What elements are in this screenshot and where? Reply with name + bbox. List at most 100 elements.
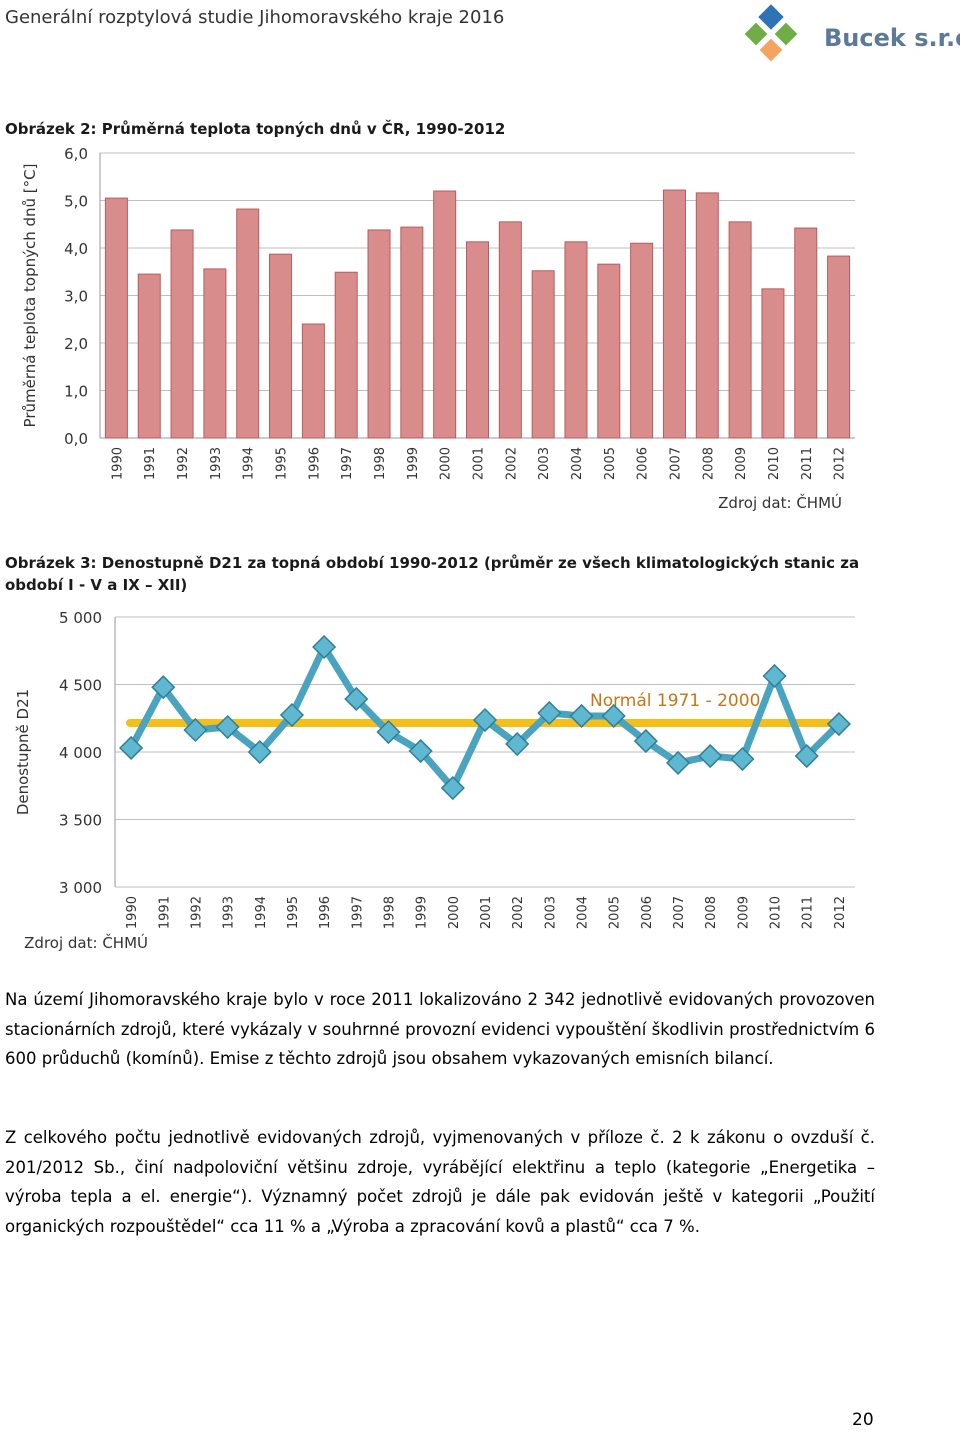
bar [761, 288, 785, 439]
y-tick-label: 1,0 [64, 383, 88, 401]
bar [728, 221, 752, 439]
marker [665, 750, 691, 775]
marker [215, 714, 240, 740]
marker [826, 711, 851, 737]
bar [794, 227, 818, 439]
marker [247, 739, 272, 765]
paragraph: Z celkového počtu jednotlivě evidovaných… [5, 1128, 875, 1236]
x-tick-label: 1997 [340, 447, 355, 480]
source-note: Zdroj dat: ČHMÚ [718, 493, 842, 512]
bar [269, 253, 293, 439]
x-tick-label: 1999 [406, 447, 421, 480]
y-tick-label: 5 000 [59, 609, 102, 627]
reference-label: Normál 1971 - 2000 [590, 691, 760, 711]
y-tick-label: 0,0 [64, 430, 88, 448]
paragraph: Na území Jihomoravského kraje bylo v roc… [5, 990, 875, 1068]
bar [466, 241, 489, 439]
x-tick-label: 2008 [701, 447, 716, 480]
marker [279, 702, 305, 728]
y-tick-label: 2,0 [64, 335, 88, 353]
source-note: Zdroj dat: ČHMÚ [24, 933, 148, 952]
x-tick-label: 2005 [608, 896, 623, 929]
x-tick-label: 1990 [125, 896, 140, 929]
x-tick-label: 1992 [176, 447, 191, 480]
x-tick-label: 2003 [537, 447, 552, 480]
bar [367, 229, 391, 439]
marker [408, 738, 433, 764]
x-tick-label: 2012 [833, 896, 848, 929]
y-tick-label: 5,0 [64, 193, 88, 211]
y-tick-label: 3 000 [59, 879, 102, 897]
page-number: 20 [852, 1410, 874, 1430]
bar [564, 241, 588, 439]
x-tick-label: 2001 [479, 896, 494, 929]
logo-shape [759, 38, 783, 62]
x-tick-label: 1990 [110, 447, 125, 480]
x-tick-label: 1991 [157, 896, 172, 929]
marker [730, 746, 755, 772]
marker [569, 703, 594, 729]
x-tick-label: 2011 [801, 896, 816, 929]
x-tick-label: 1994 [254, 896, 269, 929]
marker [505, 731, 530, 757]
y-tick-label: 4,0 [64, 240, 88, 258]
marker [119, 735, 144, 761]
marker [762, 663, 787, 689]
line-chart: 3 000 3 500 4 000 4 500 5 000 Denostupně D21 Z… [14, 609, 855, 952]
bar-chart: 0,0 1,0 2,0 3,0 4,0 5,0 6,0 Průměrná teplota to… [21, 145, 855, 512]
x-tick-label: 1998 [382, 896, 397, 929]
marker [151, 675, 176, 700]
bar [827, 255, 851, 439]
marker [537, 700, 562, 726]
x-tick-label: 2009 [734, 447, 749, 480]
x-tick-label: 2004 [576, 896, 591, 929]
y-axis-label: Průměrná teplota topných dnů [°C] [21, 164, 39, 428]
x-tick-label: 2010 [769, 896, 784, 929]
x-tick-label: 2010 [767, 447, 782, 480]
bar [236, 208, 260, 439]
y-tick-label: 4 500 [59, 677, 102, 695]
marker [376, 719, 401, 745]
bar [137, 273, 161, 439]
x-tick-label: 2007 [668, 447, 683, 480]
bar [662, 189, 686, 439]
y-tick-label: 3 500 [59, 812, 102, 830]
x-tick-label: 2006 [636, 447, 651, 480]
x-tick-label: 2001 [472, 447, 487, 480]
bar [301, 323, 325, 439]
figure-caption: Obrázek 2: Průměrná teplota topných dnů … [5, 120, 506, 138]
x-tick-label: 2007 [672, 896, 687, 929]
x-tick-label: 2009 [736, 896, 751, 929]
marker [472, 707, 498, 733]
x-tick-label: 1992 [189, 896, 204, 929]
bar [400, 226, 424, 439]
x-tick-label: 2004 [570, 447, 585, 480]
x-tick-label: 2000 [439, 447, 454, 480]
x-tick-label: 2006 [640, 896, 655, 929]
marker [601, 703, 626, 729]
marker [633, 729, 658, 754]
bar [433, 190, 457, 439]
y-axis-label: Denostupně D21 [14, 689, 32, 815]
logo: Bucek s.r.o. [744, 4, 960, 62]
x-tick-label: 1994 [242, 447, 257, 480]
header-title: Generální rozptylová studie Jihomoravské… [5, 7, 505, 28]
bar [695, 192, 719, 439]
x-tick-label: 1993 [209, 447, 224, 480]
x-tick-label: 1996 [318, 896, 333, 929]
x-tick-label: 2002 [504, 447, 519, 480]
marker [794, 743, 819, 769]
x-tick-label: 2012 [833, 447, 848, 480]
y-tick-label: 3,0 [64, 288, 88, 306]
x-tick-label: 1995 [275, 447, 290, 480]
x-tick-label: 1995 [286, 896, 301, 929]
marker [183, 717, 208, 743]
figure-caption: Obrázek 3: Denostupně D21 za topná obdob… [5, 554, 860, 594]
bar [203, 268, 227, 439]
y-tick-label: 6,0 [64, 145, 88, 163]
logo-shape [758, 4, 784, 30]
marker [312, 634, 337, 660]
bar [531, 270, 555, 439]
